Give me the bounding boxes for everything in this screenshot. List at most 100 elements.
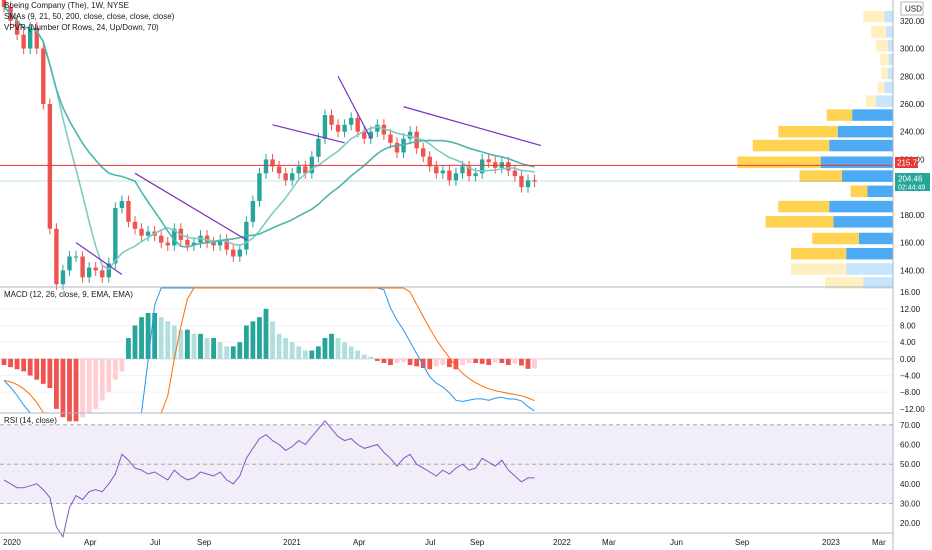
vpvr-up-bar: [852, 109, 893, 121]
rsi-legend[interactable]: RSI (14, close): [4, 416, 57, 425]
candle-body: [113, 207, 118, 264]
sma-line: [3, 6, 535, 248]
candle-body: [132, 221, 138, 229]
candle-body: [67, 256, 72, 271]
macd-histogram-bar: [99, 358, 105, 401]
rsi-pane: [0, 420, 893, 539]
macd-histogram-bar: [427, 358, 433, 370]
candle-body: [421, 148, 426, 157]
macd-histogram-bar: [27, 358, 33, 376]
currency-label: USD: [905, 5, 922, 14]
candle-body: [342, 124, 347, 132]
price-tick-label: 300.00: [900, 45, 925, 54]
candle-body: [316, 138, 321, 157]
macd-histogram-bar: [401, 358, 406, 363]
macd-histogram-bar: [414, 358, 420, 367]
vpvr-up-bar: [859, 232, 893, 245]
time-axis-label: 2023: [822, 538, 840, 547]
candle-body: [1, 0, 7, 7]
volume-profile: [737, 10, 893, 289]
candle-body: [473, 173, 478, 177]
vpvr-up-bar: [884, 10, 893, 23]
candle-body: [145, 231, 151, 236]
macd-histogram-bar: [263, 308, 269, 359]
macd-histogram-bar: [302, 350, 308, 359]
hline-price-label: 215.72: [897, 159, 922, 168]
candle-body: [93, 267, 98, 271]
candle-body: [73, 256, 79, 258]
rsi-tick-label: 70.00: [900, 421, 921, 430]
macd-pane: [0, 287, 893, 422]
macd-histogram-bar: [355, 350, 361, 359]
vpvr-up-bar: [887, 40, 893, 52]
time-axis-label: Mar: [872, 538, 886, 547]
candle-body: [486, 159, 491, 163]
candle-body: [14, 20, 20, 35]
macd-histogram-bar: [40, 358, 46, 384]
candle-body: [447, 170, 452, 181]
vpvr-up-bar: [833, 216, 893, 228]
macd-histogram-bar: [204, 338, 210, 359]
time-axis-label: Sep: [735, 538, 750, 547]
last-price-badge: [895, 173, 930, 191]
trend-line: [75, 242, 123, 276]
macd-histogram-bar: [257, 317, 262, 359]
candle-body: [126, 201, 131, 222]
candle-body: [100, 270, 105, 278]
time-axis-label: 2020: [3, 538, 21, 547]
macd-histogram-bar: [486, 358, 492, 366]
macd-histogram-bar: [224, 346, 230, 359]
candle-body: [250, 201, 256, 222]
candle-body: [466, 166, 472, 177]
vpvr-up-bar: [884, 81, 893, 94]
symbol-title[interactable]: Boeing Company (The), 1W, NYSE: [4, 1, 129, 10]
trend-line: [403, 106, 542, 147]
vpvr-down-bar: [799, 170, 842, 182]
time-axis-label: Apr: [84, 538, 97, 547]
price-tick-label: 240.00: [900, 128, 925, 137]
macd-histogram-bar: [171, 325, 177, 359]
time-axis-label: Sep: [197, 538, 212, 547]
time-axis-label: 2022: [553, 538, 571, 547]
candle-body: [165, 242, 170, 246]
price-tick-label: 160.00: [900, 239, 925, 248]
candle-body: [414, 131, 419, 149]
candle-body: [362, 131, 367, 139]
sma-legend[interactable]: SMAs (9, 21, 50, 200, close, close, clos…: [4, 12, 175, 21]
macd-histogram-bar: [525, 358, 531, 369]
sma-line: [3, 6, 535, 271]
vpvr-up-bar: [867, 185, 893, 198]
macd-histogram-bar: [335, 338, 341, 359]
macd-histogram-bar: [21, 358, 27, 372]
macd-histogram-bar: [152, 313, 158, 359]
price-tick-label: 280.00: [900, 72, 925, 81]
macd-histogram-bar: [67, 358, 72, 422]
macd-histogram-bar: [322, 338, 328, 359]
macd-legend[interactable]: MACD (12, 26, close, 9, EMA, EMA): [4, 290, 133, 299]
price-tick-label: 180.00: [900, 211, 925, 220]
macd-histogram-bar: [479, 358, 485, 364]
candle-body: [401, 138, 406, 153]
macd-histogram-bar: [270, 321, 275, 359]
vpvr-legend[interactable]: VPVR (Number Of Rows, 24, Up/Down, 70): [4, 23, 159, 32]
candle-body: [34, 27, 39, 49]
macd-histogram-bar: [54, 358, 59, 409]
vpvr-down-bar: [737, 156, 821, 168]
vpvr-up-bar: [863, 277, 893, 289]
candles: [1, 0, 537, 290]
candle-body: [375, 124, 380, 132]
countdown-label: 02:44:49: [898, 185, 925, 192]
macd-histogram-bar: [1, 358, 7, 366]
candle-body: [86, 267, 92, 278]
macd-histogram-bar: [198, 333, 203, 359]
macd-histogram-bar: [34, 358, 40, 380]
candle-body: [525, 180, 531, 188]
vpvr-down-bar: [870, 26, 887, 38]
macd-histogram-bar: [276, 333, 282, 359]
vpvr-up-bar: [846, 263, 893, 275]
macd-histogram-bar: [60, 358, 66, 418]
candle-body: [106, 263, 111, 278]
macd-tick-label: −12.00: [900, 405, 925, 414]
macd-tick-label: −8.00: [900, 388, 921, 397]
